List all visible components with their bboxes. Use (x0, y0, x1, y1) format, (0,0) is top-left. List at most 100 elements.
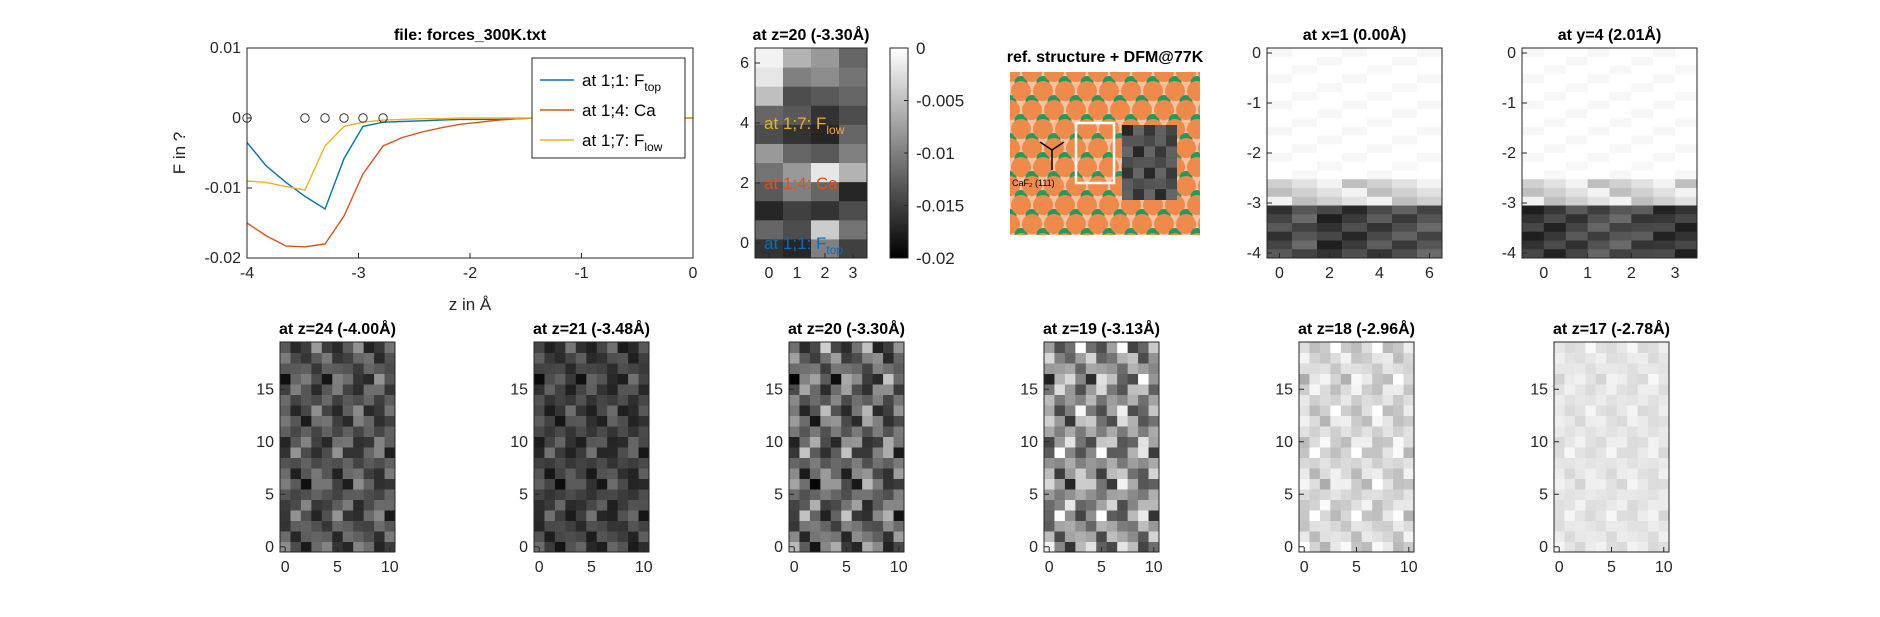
heatmap-cell (1653, 118, 1676, 128)
heatmap-cell (1309, 489, 1321, 500)
heatmap-cell (1117, 499, 1129, 511)
heatmap-cell (628, 478, 640, 490)
heatmap-cell (1564, 373, 1576, 385)
heatmap-cell (1631, 109, 1654, 119)
heatmap-cell (1392, 91, 1418, 101)
heatmap-cell (1096, 405, 1108, 416)
heatmap-cell (1653, 249, 1676, 259)
heatmap-cell (1138, 436, 1150, 448)
heatmap-cell (1267, 83, 1293, 93)
heatmap-cell (575, 531, 587, 542)
heatmap-cell (638, 405, 650, 416)
heatmap-cell (1648, 541, 1660, 553)
ca-atom (1176, 100, 1196, 120)
heatmap-cell (1075, 499, 1087, 511)
heatmap-cell (1342, 179, 1368, 189)
heatmap-cell (534, 405, 545, 416)
heatmap-cell (1064, 405, 1076, 416)
ca-atom (1176, 138, 1196, 158)
heatmap-cell (1585, 541, 1597, 553)
heatmap-cell (1631, 249, 1654, 259)
yslice-xtick-label: 0 (1539, 265, 1548, 282)
heatmap-cell (1342, 196, 1368, 206)
heatmap-cell (1340, 478, 1352, 490)
heatmap-cell (280, 531, 291, 542)
heatmap-cell (628, 405, 640, 416)
heatmap-cell (1330, 373, 1342, 385)
heatmap-cell (1106, 415, 1118, 427)
heatmap-cell (839, 86, 868, 106)
heatmap-cell (1148, 384, 1160, 395)
heatmap-cell (353, 352, 365, 364)
heatmap-cell (1054, 373, 1066, 385)
heatmap-cell (809, 489, 821, 500)
heatmap-cell (290, 342, 302, 353)
heatmap-cell (290, 520, 302, 532)
heatmap-cell (617, 363, 629, 374)
heatmap-cell (1392, 249, 1418, 259)
heatmap-cell (575, 468, 587, 479)
heatmap-cell (1361, 499, 1373, 511)
heatmap-cell (300, 405, 312, 416)
xslice-ytick-label: -1 (1247, 95, 1261, 112)
heatmap-cell (1106, 457, 1118, 469)
heatmap-cell (290, 499, 302, 511)
heatmap-cell (1606, 363, 1618, 374)
heatmap-cell (321, 405, 333, 416)
heatmap-cell (799, 342, 811, 353)
heatmap-cell (1627, 478, 1639, 490)
heatmap-cell (1554, 457, 1565, 469)
heatmap-cell (1117, 457, 1129, 469)
heatmap-cell (1299, 489, 1310, 500)
heatmap-cell (862, 457, 874, 469)
heatmap-cell (1309, 342, 1321, 353)
heatmap-cell (1372, 436, 1384, 448)
heatmap-cell (1554, 489, 1565, 500)
heatmap-cell (809, 436, 821, 448)
heatmap-cell (1393, 447, 1405, 458)
heatmap-cell (374, 541, 386, 553)
heatmap-cell (1393, 436, 1405, 448)
heatmap-cell (851, 520, 863, 532)
heatmap-cell (862, 373, 874, 385)
heatmap-cell (1392, 56, 1418, 66)
heatmap-cell (789, 415, 800, 427)
heatmap-cell (1658, 426, 1670, 437)
heatmap-cell (1330, 405, 1342, 416)
heatmap-cell (1054, 468, 1066, 479)
heatmap-cell (1417, 135, 1443, 145)
heatmap-cell (596, 405, 608, 416)
yslice-ytick-label: 0 (1507, 45, 1516, 62)
heatmap-cell (809, 373, 821, 385)
heatmap-cell (575, 478, 587, 490)
heatmap-cell (811, 162, 840, 183)
heatmap-cell (1340, 394, 1352, 406)
heatmap-cell (1064, 342, 1076, 353)
heatmap-cell (1543, 161, 1567, 171)
heatmap-cell (575, 499, 587, 511)
heatmap-cell (1392, 126, 1418, 136)
heatmap-cell (830, 541, 842, 553)
heatmap-cell (1309, 405, 1321, 416)
heatmap-cell (841, 531, 853, 542)
heatmap-cell (1609, 56, 1632, 66)
slice_z17-title: at z=17 (-2.78Å) (1553, 319, 1670, 338)
heatmap-cell (384, 342, 396, 353)
heatmap-cell (1106, 384, 1118, 395)
heatmap-cell (1361, 373, 1373, 385)
heatmap-cell (755, 219, 784, 240)
heatmap-cell (638, 510, 650, 521)
heatmap-cell (554, 478, 566, 490)
heatmap-cell (1653, 205, 1676, 215)
slice_z18-ytick-label: 0 (1284, 539, 1293, 556)
heatmap-cell (617, 478, 629, 490)
heatmap-cell (809, 394, 821, 406)
heatmap-cell (841, 436, 853, 448)
heatmap-cell (1054, 457, 1066, 469)
heatmap-cell (1106, 489, 1118, 500)
heatmap-cell (321, 447, 333, 458)
force_curve-xtick-label: -2 (463, 265, 477, 282)
heatmap-cell (830, 447, 842, 458)
heatmap-cell (1403, 373, 1415, 385)
